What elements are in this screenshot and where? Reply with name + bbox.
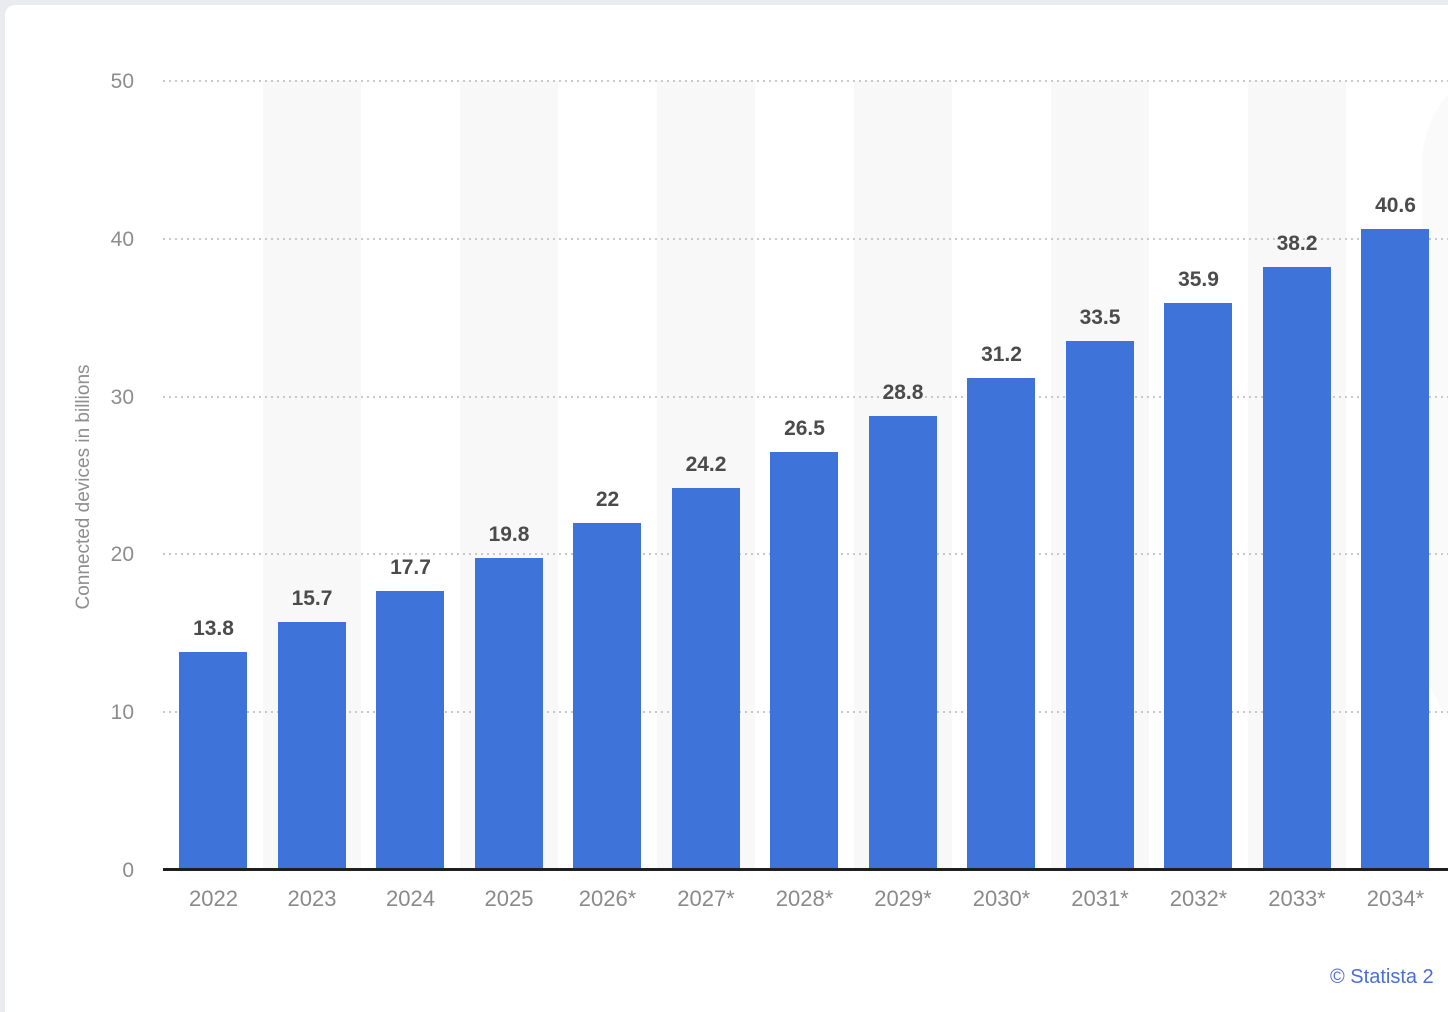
gridline — [163, 237, 1448, 240]
bar-value-label: 17.7 — [390, 555, 431, 579]
x-tick-label: 2028* — [775, 886, 834, 911]
bar-value-label: 31.2 — [981, 342, 1022, 366]
x-tick-label: 2029* — [874, 886, 932, 911]
bar-value-label: 26.5 — [784, 416, 825, 440]
bar-value-label: 38.2 — [1276, 232, 1318, 256]
bar-value-label: 35.9 — [1178, 268, 1219, 292]
y-tick-label: 20 — [110, 543, 134, 567]
y-tick-label: 0 — [122, 859, 134, 882]
x-tick-label: 2025 — [484, 886, 534, 911]
bar-2023[interactable] — [277, 622, 346, 870]
x-tick-label: 2034* — [1366, 886, 1425, 911]
bar-value-label: 24.2 — [685, 453, 727, 477]
bar-value-label: 22 — [595, 487, 620, 511]
bar-value-label: 15.7 — [291, 587, 333, 611]
y-tick-label: 40 — [110, 227, 134, 251]
statista-attribution-link[interactable]: © Statista 2 — [1330, 966, 1434, 988]
x-tick-label: 2032* — [1169, 886, 1228, 911]
bar-2022[interactable] — [179, 652, 248, 870]
x-tick-label: 2026* — [578, 886, 637, 911]
x-tick-label: 2024 — [386, 886, 435, 911]
bar-value-label: 40.6 — [1375, 194, 1416, 218]
y-axis-title: Connected devices in billions — [73, 364, 94, 610]
bar-2033*[interactable] — [1262, 267, 1331, 870]
bar-value-label: 33.5 — [1079, 306, 1121, 330]
bar-2028*[interactable] — [770, 451, 839, 870]
bar-value-label: 19.8 — [488, 522, 530, 546]
bar-value-label: 13.8 — [193, 617, 234, 641]
bar-2029*[interactable] — [868, 415, 937, 870]
gridline — [163, 80, 1448, 82]
bar-2031*[interactable] — [1065, 341, 1134, 870]
bar-2027*[interactable] — [671, 488, 740, 870]
bar-value-label: 28.8 — [882, 380, 924, 404]
x-tick-label: 2023 — [287, 886, 337, 911]
bar-2030*[interactable] — [967, 377, 1036, 870]
bar-2032*[interactable] — [1164, 303, 1233, 870]
bar-2025[interactable] — [474, 557, 543, 870]
y-tick-label: 50 — [110, 70, 134, 93]
x-axis-line — [163, 868, 1448, 871]
gridline — [163, 395, 1448, 398]
y-tick-label: 10 — [110, 701, 134, 725]
bar-2026*[interactable] — [573, 522, 642, 870]
x-tick-label: 2031* — [1071, 886, 1129, 911]
y-tick-label: 30 — [110, 385, 134, 409]
bar-2034*[interactable] — [1361, 229, 1430, 870]
bar-2024[interactable] — [376, 590, 445, 870]
x-tick-label: 2030* — [972, 886, 1031, 911]
x-tick-label: 2033* — [1268, 886, 1326, 911]
x-tick-label: 2027* — [677, 886, 735, 911]
x-tick-label: 2022 — [189, 886, 238, 911]
